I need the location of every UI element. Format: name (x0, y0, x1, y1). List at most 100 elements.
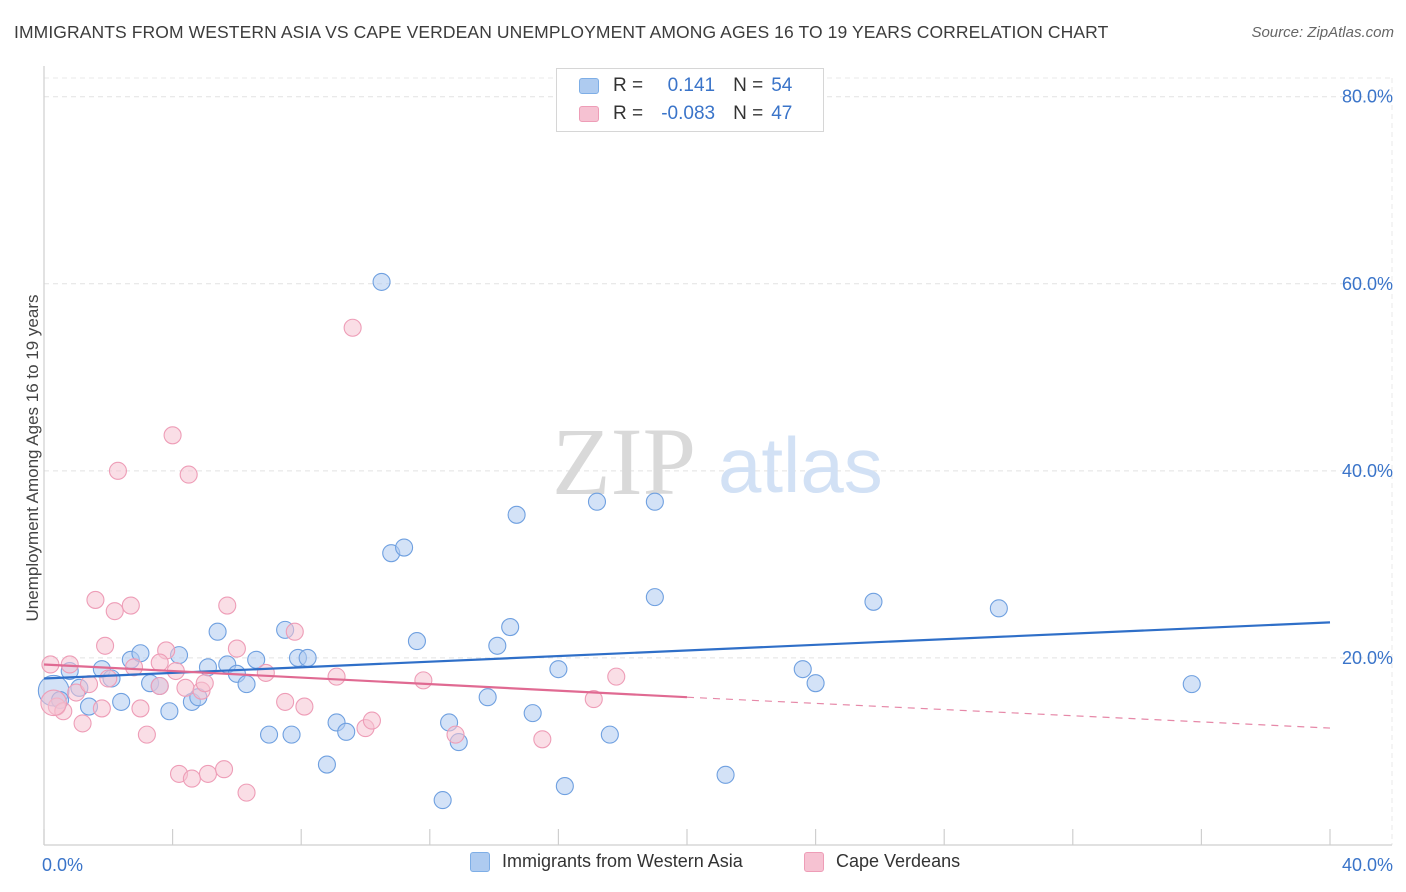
trendline-cape-verdeans (43, 663, 688, 699)
x-tick-label-max: 40.0% (1342, 855, 1393, 875)
point-cape-verdeans (198, 764, 218, 783)
data-points (37, 272, 1201, 810)
y-tick-label: 60.0% (1342, 274, 1393, 294)
n-label: N = (733, 75, 764, 96)
point-western-asia (282, 725, 301, 744)
point-cape-verdeans (182, 769, 201, 788)
legend-item-western-asia: Immigrants from Western Asia (470, 851, 743, 872)
point-western-asia (523, 704, 542, 723)
watermark-zip: ZIP (552, 408, 696, 515)
point-western-asia (160, 702, 179, 721)
point-cape-verdeans (214, 760, 234, 779)
point-cape-verdeans (137, 725, 156, 744)
point-cape-verdeans (179, 465, 198, 484)
point-cape-verdeans (584, 690, 603, 709)
point-cape-verdeans (256, 663, 275, 682)
point-western-asia (555, 777, 574, 796)
point-cape-verdeans (67, 683, 86, 702)
point-cape-verdeans (86, 590, 105, 609)
grid-lines (44, 77, 1393, 845)
point-cape-verdeans (276, 692, 295, 711)
point-cape-verdeans (99, 669, 118, 688)
point-cape-verdeans (414, 671, 433, 690)
point-cape-verdeans (150, 653, 169, 672)
r-value: -0.083 (661, 103, 716, 124)
point-cape-verdeans (227, 639, 246, 658)
point-western-asia (507, 505, 526, 524)
n-value: 54 (771, 75, 793, 96)
point-western-asia (989, 599, 1008, 618)
n-label: N = (733, 103, 764, 124)
trend-lines (43, 621, 1331, 729)
r-label: R = (613, 75, 644, 96)
point-cape-verdeans (237, 783, 256, 802)
legend-label-western-asia: Immigrants from Western Asia (502, 851, 743, 871)
point-cape-verdeans (446, 725, 465, 744)
chart-title: IMMIGRANTS FROM WESTERN ASIA VS CAPE VER… (14, 22, 1109, 42)
trendline-cape-verdeans-extension (686, 696, 1331, 729)
tick-labels: 20.0% 40.0% 60.0% 80.0% 0.0% 40.0% (42, 87, 1393, 875)
point-western-asia (1182, 675, 1201, 694)
point-western-asia (488, 636, 507, 655)
point-western-asia (864, 592, 883, 611)
point-western-asia (372, 272, 391, 291)
y-tick-label: 40.0% (1342, 461, 1393, 481)
legend-item-cape-verdeans: Cape Verdeans (804, 851, 960, 872)
point-western-asia (645, 588, 664, 607)
point-cape-verdeans (40, 689, 67, 717)
point-cape-verdeans (195, 674, 214, 693)
point-western-asia (549, 660, 568, 679)
point-cape-verdeans (124, 658, 144, 677)
point-western-asia (407, 632, 426, 651)
point-western-asia (112, 692, 131, 711)
axes (43, 66, 1392, 846)
point-western-asia (501, 618, 520, 637)
legend-swatch-cape-verdeans (804, 851, 824, 872)
point-cape-verdeans (150, 676, 169, 696)
point-cape-verdeans (73, 714, 92, 733)
legend-row-western-asia: R = 0.141 N = 54 (579, 72, 792, 100)
legend-swatch-cape-verdeans (579, 106, 599, 122)
watermark-atlas: atlas (718, 421, 883, 509)
point-cape-verdeans (163, 426, 182, 445)
r-value: 0.141 (667, 75, 716, 96)
point-cape-verdeans (92, 699, 111, 718)
y-axis-title: Unemployment Among Ages 16 to 19 years (23, 294, 42, 622)
legend-swatch-western-asia (579, 78, 599, 94)
point-western-asia (259, 725, 279, 744)
y-tick-label: 20.0% (1342, 648, 1393, 668)
x-tick-label-min: 0.0% (42, 855, 83, 875)
point-cape-verdeans (362, 711, 381, 730)
trendline-western-asia (43, 621, 1331, 680)
point-western-asia (433, 791, 452, 810)
point-cape-verdeans (295, 697, 314, 716)
point-cape-verdeans (96, 636, 115, 655)
point-cape-verdeans (176, 678, 195, 697)
point-cape-verdeans (218, 596, 237, 615)
point-western-asia (793, 660, 812, 679)
point-cape-verdeans (533, 730, 552, 749)
point-western-asia (317, 755, 336, 774)
point-cape-verdeans (108, 461, 127, 480)
point-western-asia (395, 538, 414, 557)
n-value: 47 (771, 103, 793, 124)
point-western-asia (600, 725, 619, 744)
point-western-asia (587, 492, 607, 511)
point-western-asia (337, 722, 356, 741)
point-western-asia (645, 492, 664, 511)
point-western-asia (478, 688, 497, 707)
point-cape-verdeans (121, 596, 140, 615)
point-cape-verdeans (285, 622, 304, 641)
legend-row-cape-verdeans: R = -0.083 N = 47 (579, 100, 792, 128)
point-cape-verdeans (131, 699, 150, 718)
point-western-asia (298, 648, 317, 667)
point-cape-verdeans (327, 667, 346, 686)
point-western-asia (806, 674, 825, 693)
point-western-asia (237, 675, 256, 694)
r-label: R = (613, 103, 644, 124)
point-western-asia (208, 622, 227, 641)
point-cape-verdeans (105, 602, 124, 621)
point-western-asia (716, 765, 735, 784)
point-cape-verdeans (79, 675, 99, 694)
